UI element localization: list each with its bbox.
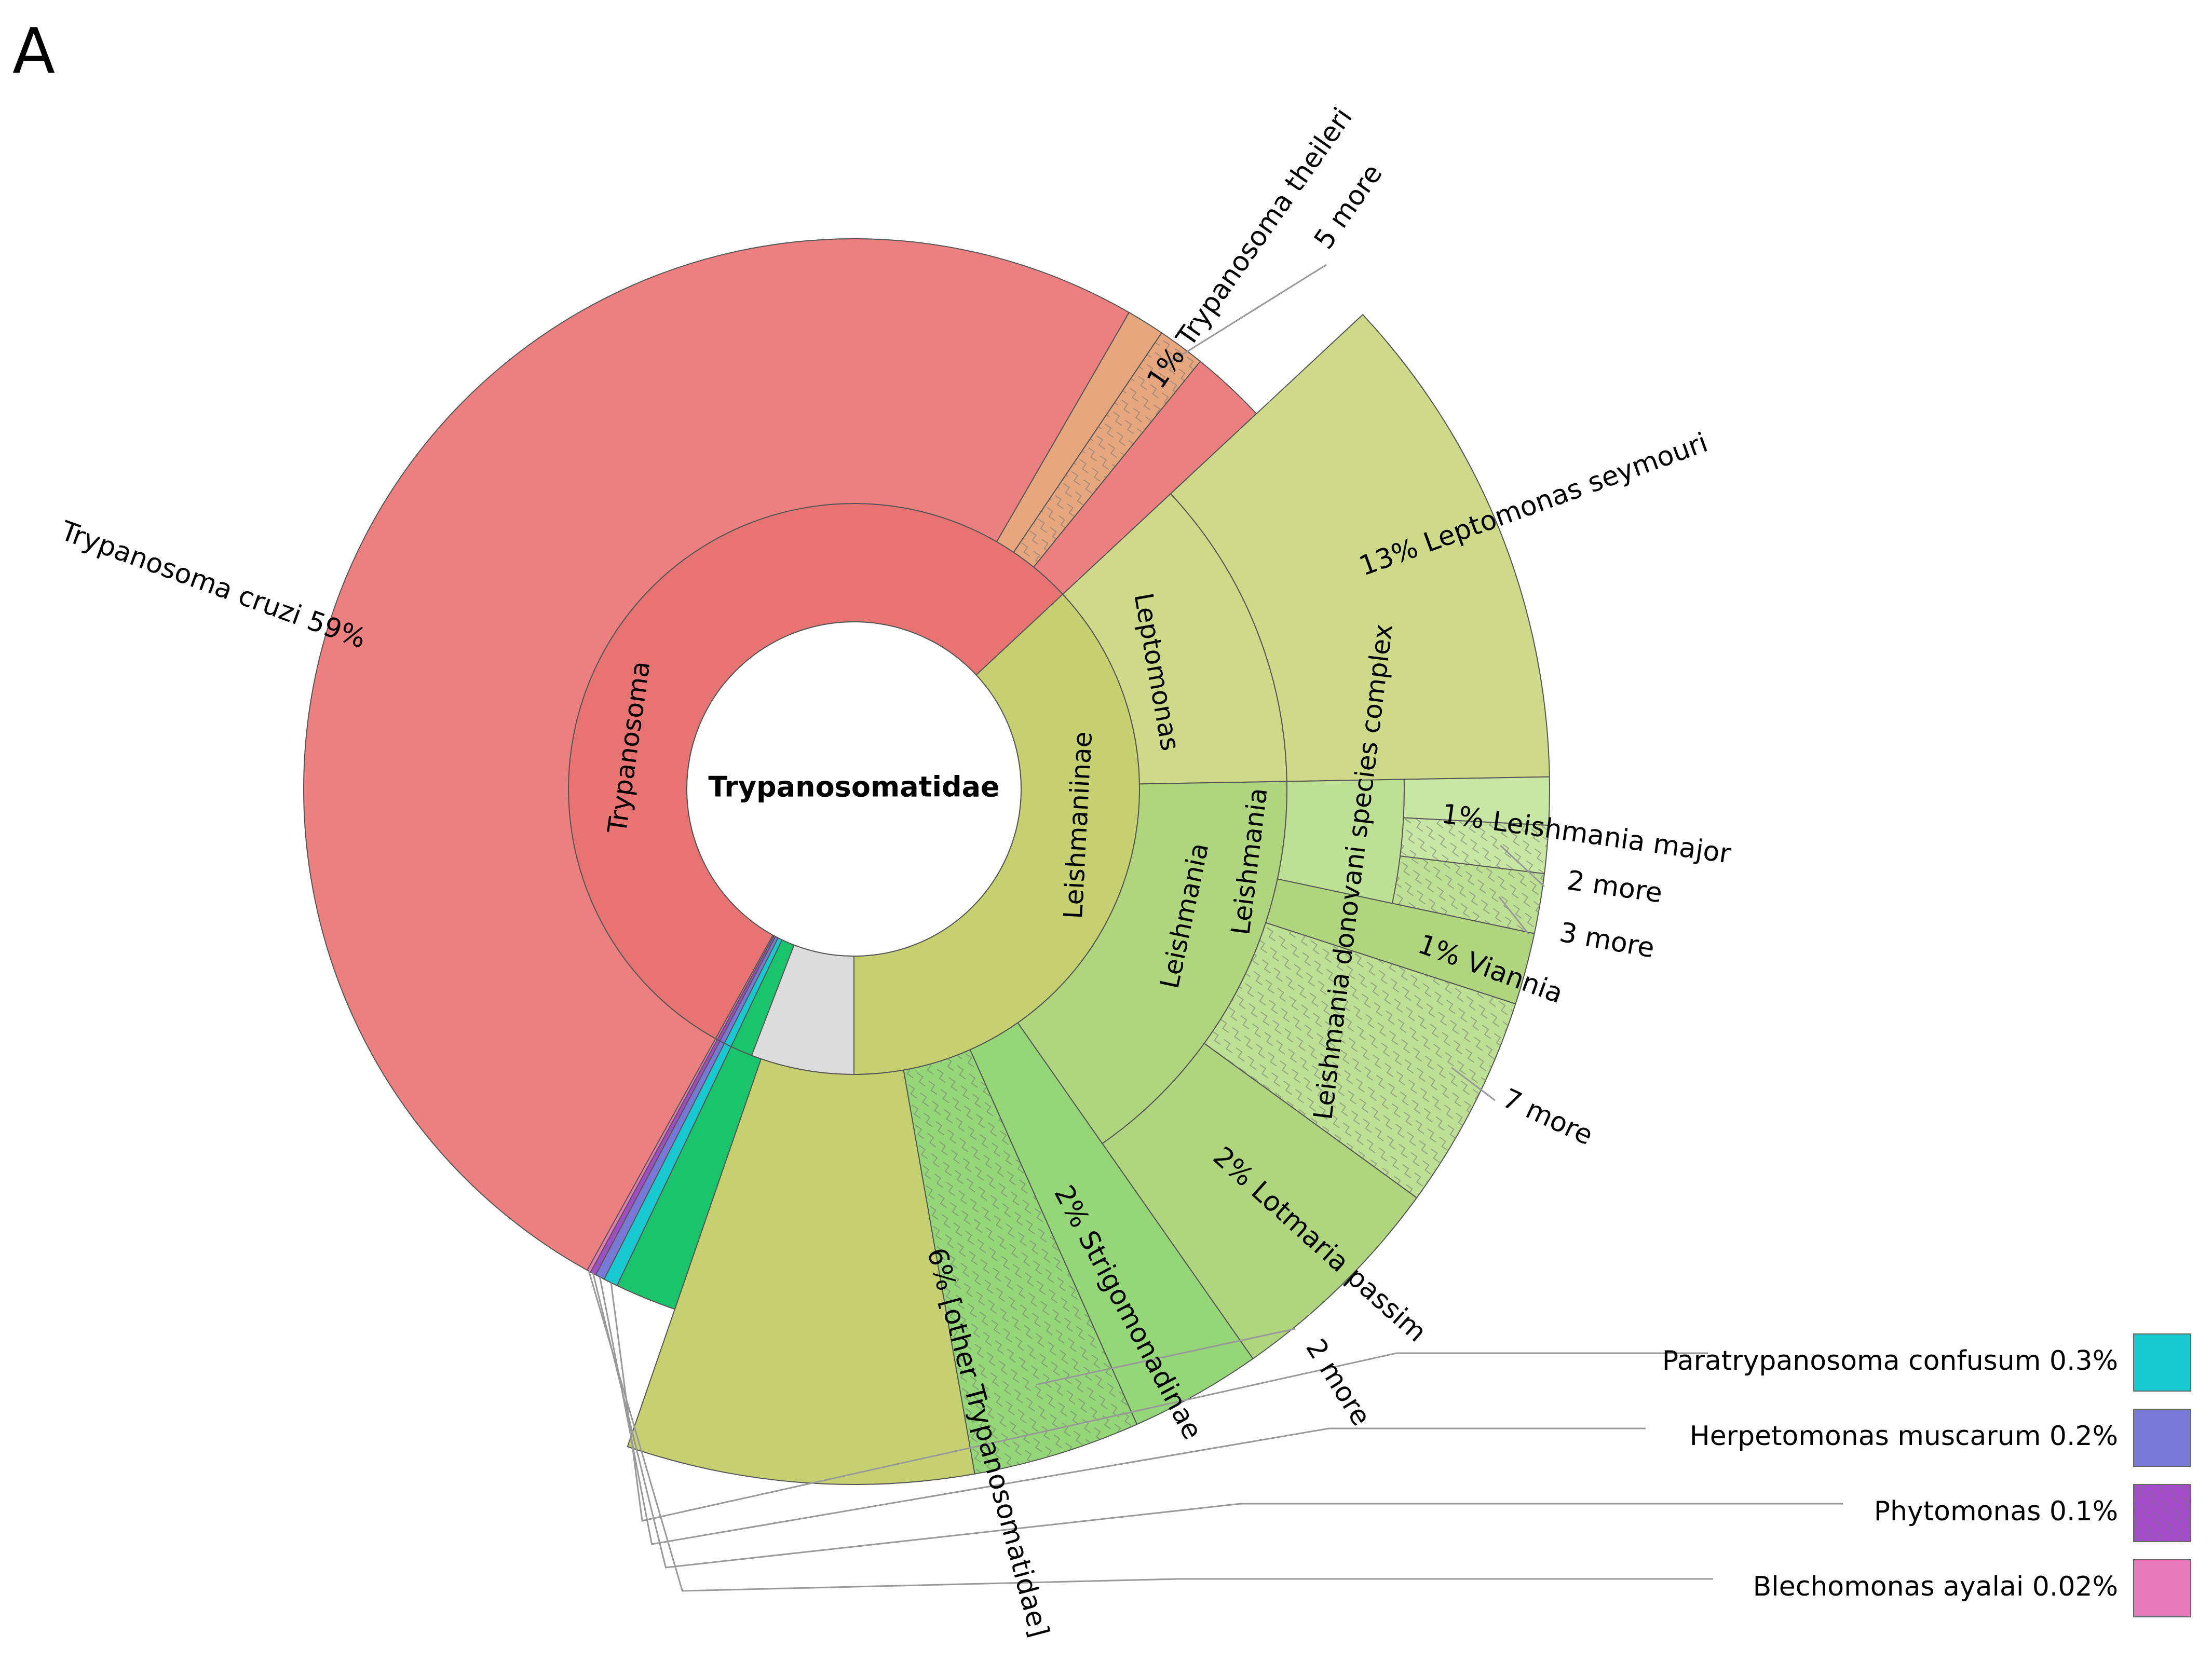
legend-leader: [592, 1273, 1843, 1569]
leader-2-more-b: [1036, 1328, 1296, 1386]
label-trypanosoma-cruzi: Trypanosoma cruzi 59%: [56, 515, 370, 655]
leader-5-more: [1158, 264, 1327, 370]
legend-swatch[interactable]: [2133, 1559, 2191, 1617]
legend-item-label: Blechomonas ayalai 0.02%: [1753, 1571, 2118, 1602]
legend: Paratrypanosoma confusum 0.3% Herpetomona…: [1662, 1333, 2191, 1617]
wedge-leptomonas-seymouri[interactable]: [1170, 314, 1550, 782]
wedge-leishmania-2-more-hatch: [1400, 818, 1549, 874]
wedge-trypanosoma-5-more-hatch: [1013, 333, 1201, 567]
legend-item-label: Phytomonas 0.1%: [1874, 1496, 2118, 1527]
legend-swatch[interactable]: [2133, 1409, 2191, 1467]
wedge-leishmania-3-more-hatch: [1392, 856, 1545, 934]
sunburst-wedges: [303, 238, 1551, 1485]
wedge-trypanosoma-cruzi[interactable]: [303, 238, 1130, 1340]
wedge-leishmaniinae-rest[interactable]: [627, 1058, 975, 1485]
label-7-more: 7 more: [1498, 1083, 1597, 1151]
legend-item-label: Herpetomonas muscarum 0.2%: [1690, 1421, 2118, 1452]
legend-leader: [588, 1271, 1713, 1592]
legend-leader: [599, 1276, 1646, 1545]
label-2-more-b: 2 more: [1299, 1333, 1377, 1431]
label-3-more: 3 more: [1557, 917, 1657, 964]
leader-lines: [588, 264, 1843, 1592]
legend-swatch-hatch: [2134, 1484, 2191, 1542]
legend-swatch[interactable]: [2133, 1333, 2191, 1392]
label-2-more-a: 2 more: [1565, 865, 1664, 909]
panel-label: A: [12, 16, 55, 88]
wedge-phytomonas-outer-hatch: [590, 1039, 720, 1275]
wedge-leishmaniinae-2-more-hatch: [903, 1050, 1137, 1474]
wedge-leishmania-7-more-hatch: [1204, 922, 1516, 1198]
center-label: Trypanosomatidae: [708, 771, 999, 803]
leader-7-more: [1451, 1067, 1496, 1101]
legend-item-label: Paratrypanosoma confusum 0.3%: [1662, 1345, 2118, 1377]
leader-2-more-a: [1500, 844, 1545, 888]
leader-3-more: [1498, 896, 1530, 935]
center-disc[interactable]: [686, 621, 1022, 957]
